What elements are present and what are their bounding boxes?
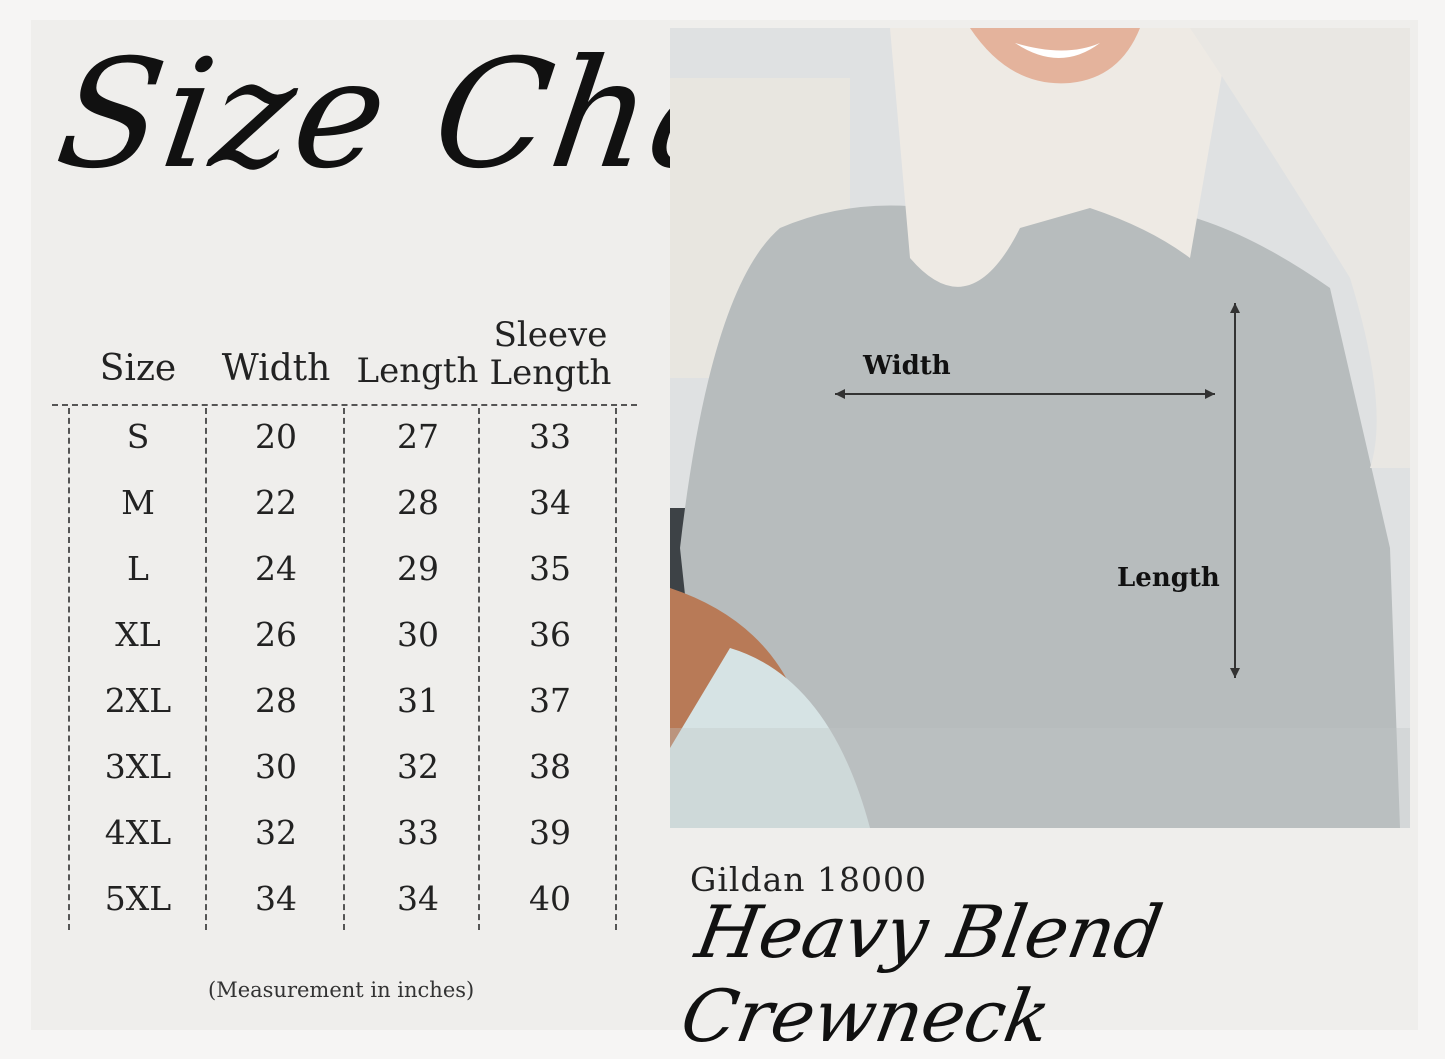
table-cell: 38 bbox=[529, 747, 571, 786]
column-divider bbox=[478, 408, 480, 930]
table-cell: XL bbox=[115, 615, 161, 654]
header-length: Length bbox=[356, 351, 479, 391]
table-cell: 2XL bbox=[104, 681, 172, 720]
table-cell: 30 bbox=[255, 747, 297, 786]
table-cell: 32 bbox=[255, 813, 297, 852]
header-sleeve-length: Sleeve Length bbox=[489, 315, 612, 393]
table-cell: 34 bbox=[529, 483, 571, 522]
table-cell: 30 bbox=[397, 615, 439, 654]
table-cell: 26 bbox=[255, 615, 297, 654]
table-cell: L bbox=[127, 549, 149, 588]
product-model: Gildan 18000 bbox=[690, 860, 927, 899]
table-cell: 33 bbox=[397, 813, 439, 852]
table-cell: 31 bbox=[397, 681, 439, 720]
table-cell: 32 bbox=[397, 747, 439, 786]
product-photo: Width Length bbox=[670, 28, 1410, 828]
table-cell: 24 bbox=[255, 549, 297, 588]
table-cell: S bbox=[126, 417, 150, 456]
column-divider bbox=[68, 408, 70, 930]
table-cell: 28 bbox=[397, 483, 439, 522]
table-cell: 33 bbox=[529, 417, 571, 456]
table-cell: 37 bbox=[529, 681, 571, 720]
table-cell: 36 bbox=[529, 615, 571, 654]
table-cell: 3XL bbox=[104, 747, 172, 786]
table-cell: 4XL bbox=[104, 813, 172, 852]
table-cell: 20 bbox=[255, 417, 297, 456]
measurement-note: (Measurement in inches) bbox=[208, 978, 475, 1002]
table-cell: 28 bbox=[255, 681, 297, 720]
table-cell: 34 bbox=[397, 879, 439, 918]
table-cell: 35 bbox=[529, 549, 571, 588]
table-cell: 39 bbox=[529, 813, 571, 852]
column-divider bbox=[205, 408, 207, 930]
header-size: Size bbox=[99, 348, 177, 389]
table-cell: 27 bbox=[397, 417, 439, 456]
table-cell: M bbox=[121, 483, 155, 522]
table-cell: 5XL bbox=[104, 879, 172, 918]
column-divider bbox=[343, 408, 345, 930]
table-cell: 40 bbox=[529, 879, 571, 918]
header-divider bbox=[52, 404, 637, 406]
table-cell: 34 bbox=[255, 879, 297, 918]
width-label: Width bbox=[863, 351, 951, 381]
table-cell: 29 bbox=[397, 549, 439, 588]
table-cell: 22 bbox=[255, 483, 297, 522]
length-label: Length bbox=[1117, 563, 1220, 593]
sweatshirt-illustration bbox=[670, 28, 1410, 828]
header-width: Width bbox=[221, 348, 331, 389]
product-name: Heavy Blend Crewneck bbox=[675, 890, 1169, 1058]
column-divider bbox=[615, 408, 617, 930]
